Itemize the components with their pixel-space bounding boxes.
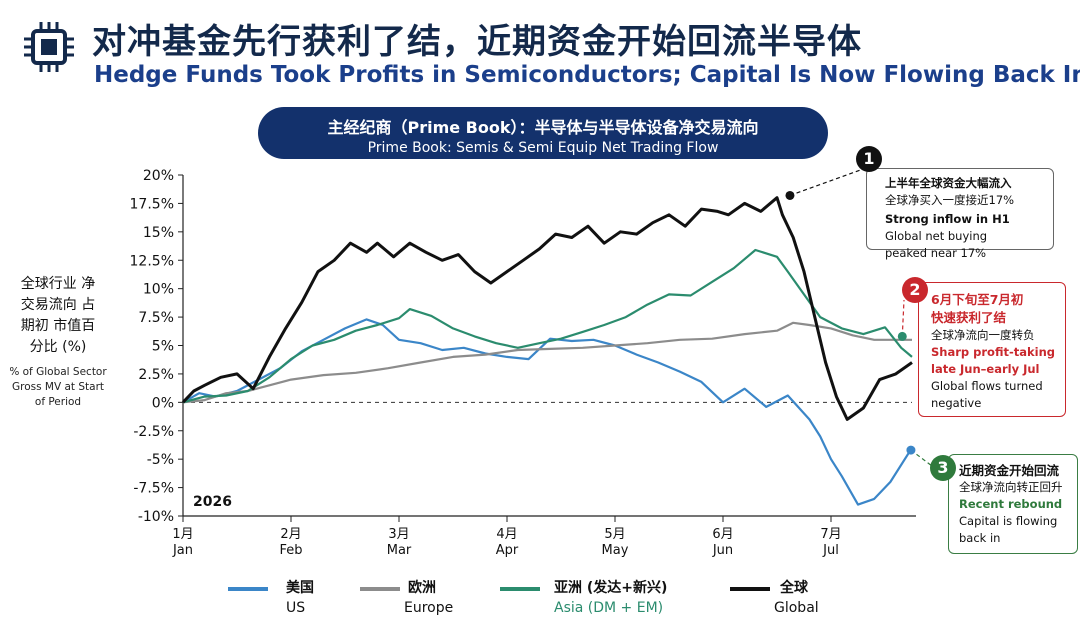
annotation-2: 6月下旬至7月初 快速获利了结 全球净流向一度转负 Sharp profit-t… (918, 282, 1066, 417)
annotation-2-en-2: negative (931, 396, 982, 410)
y-tick-label: 12.5% (130, 253, 174, 269)
legend-label-us-en: US (286, 600, 306, 616)
x-tick-label-zh: 4月 (496, 527, 517, 542)
annotation-leader-1 (789, 167, 867, 197)
chip-icon (22, 20, 76, 74)
chart-legend: 美国 US 欧洲 Europe 亚洲 (发达+新兴) Asia (DM + EM… (0, 578, 1080, 622)
y-tick-label: 20% (143, 168, 174, 184)
annotation-marker-3 (906, 445, 916, 455)
annotation-2-en-1: Global flows turned (931, 379, 1043, 393)
annotation-3-sub: 全球净流向转正回升 (959, 480, 1063, 494)
annotation-3-en-1: Capital is flowing (959, 514, 1058, 528)
y-tick-label: -5% (147, 452, 174, 468)
y-tick-label: 15% (143, 225, 174, 241)
banner-title-en: Prime Book: Semis & Semi Equip Net Tradi… (367, 140, 719, 156)
annotation-2-en-head-1: Sharp profit-taking (931, 345, 1056, 359)
legend-label-asia-en: Asia (DM + EM) (554, 600, 664, 616)
annotation-2-sub: 全球净流向一度转负 (931, 328, 1035, 342)
annotation-1-en-head: Strong inflow in H1 (885, 212, 1010, 226)
page-title: 对冲基金先行获利了结，近期资金开始回流半导体 (92, 22, 862, 62)
legend-swatch-europe (360, 587, 400, 591)
page-subtitle: Hedge Funds Took Profits in Semiconducto… (94, 62, 1080, 88)
annotation-1: 上半年全球资金大幅流入 全球净买入一度接近17% Strong inflow i… (866, 168, 1054, 260)
legend-label-europe-zh: 欧洲 (408, 580, 436, 596)
chart-banner: 主经纪商（Prime Book）：半导体与半导体设备净交易流向 Prime Bo… (258, 107, 828, 159)
series-line-global (181, 196, 913, 421)
annotation-2-title-1: 6月下旬至7月初 (931, 292, 1024, 307)
legend-label-europe-en: Europe (404, 600, 454, 616)
annotation-3-en-2: back in (959, 531, 1001, 545)
annotation-2-title-2: 快速获利了结 (931, 310, 1007, 325)
legend-label-global-en: Global (774, 600, 819, 616)
series-line-europe (182, 321, 912, 404)
legend-item-global: 全球 Global (730, 578, 850, 618)
annotation-3-en-head: Recent rebound (959, 497, 1063, 511)
legend-label-global-zh: 全球 (780, 580, 808, 596)
y-tick-label: 7.5% (138, 310, 174, 326)
legend-item-europe: 欧洲 Europe (360, 578, 520, 618)
x-tick-label-en: May (602, 543, 629, 558)
legend-swatch-us (228, 587, 268, 591)
annotation-2-en-head-2: late Jun–early Jul (931, 362, 1040, 376)
x-tick-label-zh: 2月 (280, 527, 301, 542)
annotation-3-badge: 3 (930, 455, 956, 481)
legend-item-asia: 亚洲 (发达+新兴) Asia (DM + EM) (500, 578, 700, 618)
year-label: 2026 (193, 494, 232, 510)
x-tick-label-en: Apr (496, 543, 519, 558)
annotation-3-title: 近期资金开始回流 (959, 463, 1060, 478)
x-tick-label-zh: 1月 (172, 527, 193, 542)
legend-swatch-asia (500, 587, 540, 591)
annotation-leader-3 (910, 449, 933, 467)
x-tick-label-en: Jan (172, 543, 193, 558)
series-line-us (182, 318, 913, 506)
annotation-leader-2 (901, 299, 905, 337)
annotation-1-badge: 1 (856, 146, 882, 172)
legend-label-us-zh: 美国 (286, 580, 314, 596)
y-axis-label: 全球行业 净交易流向 占期初 市值百分比 (%) % of Global Sec… (6, 274, 110, 410)
y-tick-label: 10% (143, 282, 174, 298)
x-tick-label-en: Jul (822, 543, 839, 558)
y-tick-label: 5% (152, 339, 174, 355)
annotation-marker-2 (897, 331, 907, 341)
annotation-3: 近期资金开始回流 全球净流向转正回升 Recent rebound Capita… (948, 454, 1078, 554)
x-tick-label-en: Feb (279, 543, 302, 558)
y-tick-label: 17.5% (130, 196, 174, 212)
legend-label-asia-zh: 亚洲 (发达+新兴) (554, 580, 668, 596)
y-tick-label: -7.5% (133, 481, 174, 497)
y-tick-label: 2.5% (138, 367, 174, 383)
x-tick-label-zh: 5月 (604, 527, 625, 542)
annotation-2-badge: 2 (902, 277, 928, 303)
annotation-1-sub: 全球净买入一度接近17% (885, 193, 1015, 207)
x-tick-label-zh: 7月 (820, 527, 841, 542)
y-tick-label: -10% (138, 509, 174, 525)
x-tick-label-en: Jun (712, 543, 733, 558)
y-tick-label: 0% (152, 395, 174, 411)
annotation-1-en-1: Global net buying (885, 229, 988, 243)
series-line-asia-dm-em (182, 248, 913, 404)
annotation-marker-1 (785, 190, 795, 200)
y-axis-label-zh: 全球行业 净交易流向 占期初 市值百分比 (%) (20, 276, 96, 355)
annotation-1-title: 上半年全球资金大幅流入 (885, 176, 1012, 190)
y-tick-label: -2.5% (133, 424, 174, 440)
x-tick-label-en: Mar (387, 543, 412, 558)
y-axis-label-en: % of Global Sector Gross MV at Start of … (9, 366, 107, 408)
annotation-1-en-2: peaked near 17% (885, 246, 987, 260)
banner-title-zh: 主经纪商（Prime Book）：半导体与半导体设备净交易流向 (327, 118, 759, 137)
x-tick-label-zh: 3月 (388, 527, 409, 542)
x-tick-label-zh: 6月 (712, 527, 733, 542)
legend-item-us: 美国 US (228, 578, 378, 618)
legend-swatch-global (730, 587, 770, 591)
